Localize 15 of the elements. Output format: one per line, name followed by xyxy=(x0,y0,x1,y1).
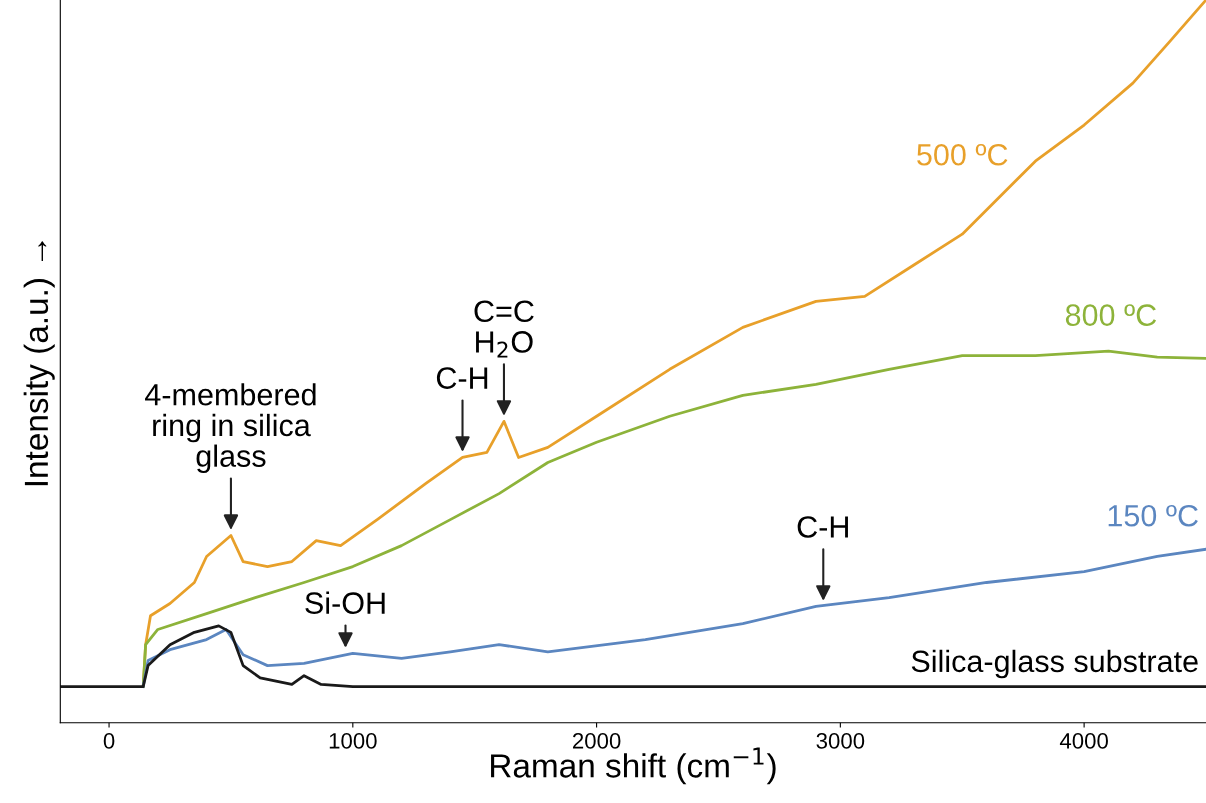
annotation: C-H xyxy=(797,516,848,538)
x-tick-label: 0 xyxy=(103,733,115,749)
annotation: C=C H$_{2}$O xyxy=(474,300,534,358)
annotation: 4-membered ring in silica glass xyxy=(145,383,316,474)
x-tick-label: 2000 xyxy=(572,733,621,749)
series-label: Silica-glass substrate xyxy=(911,649,1198,679)
series-label: 800 ºC xyxy=(1065,304,1157,326)
series-label: 500 ºC xyxy=(917,143,1008,166)
annotation: Si-OH xyxy=(305,591,385,614)
x-tick-label: 1000 xyxy=(329,733,377,749)
annotation: C-H xyxy=(436,367,488,389)
x-tick-label: 4000 xyxy=(1059,733,1108,749)
x-tick-label: 3000 xyxy=(816,733,865,749)
y-axis-title: Intensity (a.u.) → xyxy=(23,241,55,486)
series-label: 150 ºC xyxy=(1108,504,1198,527)
